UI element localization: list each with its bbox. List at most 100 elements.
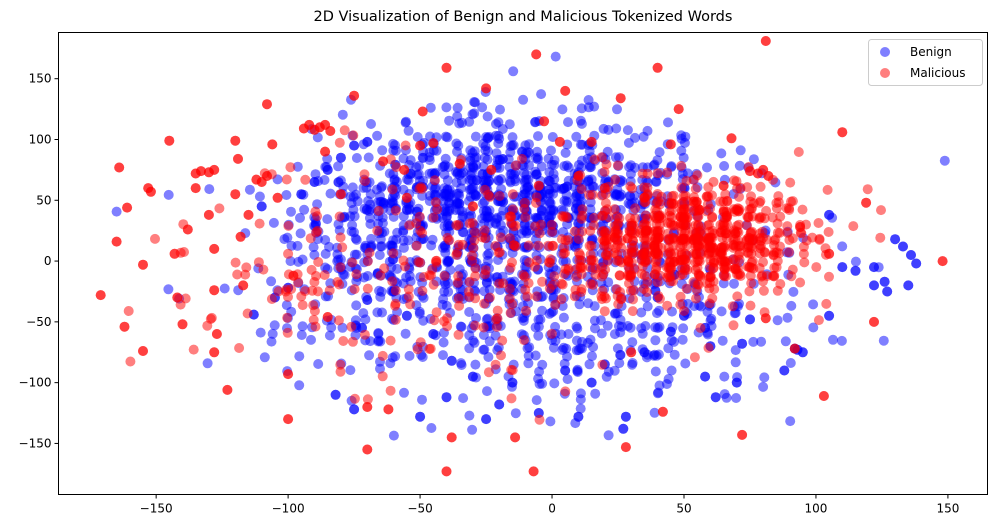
malicious-point — [721, 271, 731, 282]
benign-point — [470, 191, 481, 201]
benign-point — [652, 308, 662, 319]
benign-point — [573, 160, 584, 170]
malicious-point — [822, 184, 833, 195]
benign-point — [748, 154, 759, 165]
benign-point — [627, 337, 638, 348]
benign-point — [458, 210, 468, 221]
benign-point — [470, 131, 481, 142]
malicious-point — [119, 321, 130, 332]
malicious-point — [469, 227, 480, 238]
malicious-point — [282, 312, 293, 323]
malicious-point — [309, 277, 320, 287]
benign-point — [531, 153, 541, 164]
malicious-point — [797, 204, 808, 215]
malicious-point — [876, 205, 886, 216]
malicious-point — [718, 180, 729, 191]
benign-point — [558, 312, 569, 323]
benign-point — [446, 355, 457, 366]
benign-point — [362, 136, 373, 147]
malicious-point — [754, 263, 765, 274]
malicious-point — [519, 203, 530, 214]
malicious-point — [588, 279, 599, 290]
benign-point — [587, 351, 597, 362]
malicious-point — [533, 240, 544, 251]
benign-point — [438, 337, 449, 348]
malicious-point — [662, 300, 673, 311]
malicious-point — [362, 444, 373, 455]
malicious-point — [745, 300, 756, 311]
benign-point — [398, 227, 409, 238]
benign-point — [439, 203, 450, 214]
malicious-point — [390, 205, 401, 216]
malicious-point — [537, 276, 548, 287]
malicious-point — [480, 269, 490, 280]
benign-point — [610, 188, 620, 199]
benign-point — [543, 175, 554, 186]
malicious-point — [530, 221, 541, 232]
benign-point — [530, 322, 541, 333]
benign-point — [730, 345, 741, 356]
malicious-point — [517, 153, 527, 164]
benign-point — [398, 242, 409, 253]
benign-point — [533, 330, 544, 341]
malicious-point — [654, 232, 665, 243]
malicious-point — [627, 183, 638, 194]
benign-point — [719, 161, 730, 171]
malicious-point — [650, 248, 661, 259]
malicious-point — [429, 175, 440, 186]
benign-point — [582, 337, 593, 348]
malicious-point — [823, 227, 834, 237]
malicious-point — [481, 83, 492, 94]
malicious-point — [682, 264, 693, 275]
malicious-point — [182, 224, 193, 235]
malicious-point — [347, 257, 358, 268]
malicious-point — [531, 255, 542, 266]
y-tick-label: −100 — [19, 376, 52, 390]
malicious-point — [708, 263, 719, 274]
benign-point — [297, 321, 308, 332]
benign-point — [710, 392, 721, 403]
benign-point — [879, 276, 890, 287]
benign-point — [360, 314, 371, 325]
benign-point — [320, 248, 331, 259]
malicious-point — [403, 291, 414, 302]
malicious-point — [758, 285, 769, 296]
malicious-point — [478, 322, 489, 333]
malicious-point — [362, 402, 373, 412]
malicious-point — [569, 226, 580, 237]
malicious-point — [335, 189, 346, 200]
malicious-point — [428, 138, 439, 149]
malicious-point — [639, 256, 650, 267]
malicious-point — [678, 219, 689, 230]
benign-point — [366, 233, 377, 244]
legend-benign-label: Benign — [910, 45, 952, 59]
malicious-point — [693, 270, 704, 281]
malicious-point — [335, 232, 346, 243]
malicious-point — [622, 233, 633, 244]
malicious-point — [338, 336, 349, 346]
malicious-point — [760, 36, 771, 46]
malicious-point — [560, 386, 571, 397]
benign-point — [584, 359, 595, 370]
benign-point — [653, 387, 664, 398]
benign-point — [544, 308, 555, 319]
benign-point — [731, 393, 742, 403]
benign-point — [351, 153, 362, 163]
benign-point — [519, 225, 530, 236]
benign-point — [204, 184, 215, 195]
benign-point — [483, 352, 494, 362]
malicious-point — [441, 62, 452, 73]
malicious-point — [339, 125, 350, 136]
malicious-point — [626, 243, 637, 254]
benign-point — [481, 414, 492, 425]
malicious-point — [506, 393, 517, 404]
benign-point — [292, 240, 303, 251]
x-tick-label: −150 — [140, 502, 173, 516]
malicious-point — [640, 210, 651, 221]
malicious-point — [524, 257, 535, 268]
malicious-point — [818, 391, 829, 401]
malicious-point — [349, 90, 360, 101]
benign-point — [524, 139, 534, 150]
malicious-point — [122, 202, 133, 213]
malicious-point — [233, 153, 243, 164]
